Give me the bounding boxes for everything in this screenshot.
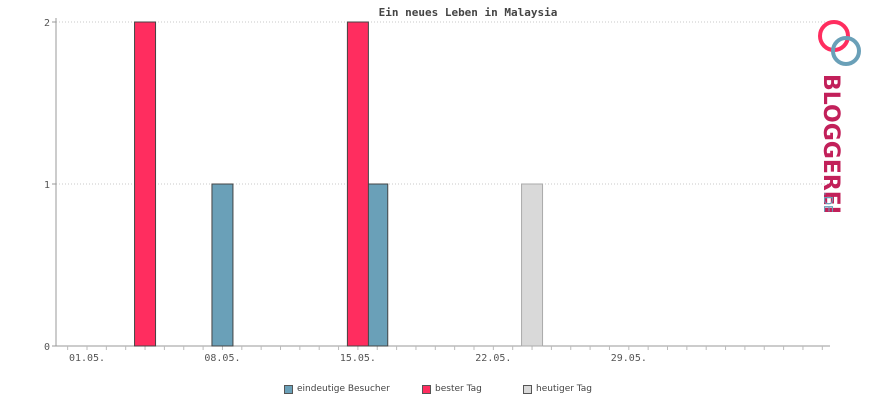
y-tick-label: 0 [44,342,50,353]
legend-label-visitors: eindeutige Besucher [297,384,390,394]
bars [134,21,544,347]
bar [521,183,544,347]
bloggerei-logo: BLOGGEREI .DE [818,19,861,214]
legend-swatch-visitors [284,384,293,394]
bar [211,183,234,347]
bar [366,183,389,347]
x-tick-label: 22.05. [475,353,511,364]
x-tick-label: 08.05. [204,353,240,364]
legend-label-best-day: bester Tag [435,384,482,394]
legend-item-best-day: bester Tag [422,384,482,394]
legend-item-visitors: eindeutige Besucher [284,384,390,394]
chart-title: Ein neues Leben in Malaysia [379,6,558,19]
x-tick-label: 29.05. [611,353,647,364]
bar [134,21,157,347]
logo-suffix: .DE [821,192,835,213]
grid-lines [56,21,830,185]
legend: eindeutige Besucher bester Tag heutiger … [0,384,870,398]
x-tick-label: 01.05. [69,353,105,364]
legend-item-today: heutiger Tag [523,384,592,394]
y-tick-label: 1 [44,180,50,191]
y-tick-label: 2 [44,18,50,29]
tick-labels: 0 1 2 01.05. 08.05. 15.05. 22.05. 29.05. [44,18,647,364]
legend-label-today: heutiger Tag [536,384,593,394]
x-tick-label: 15.05. [340,353,376,364]
bar [346,21,369,347]
legend-swatch-today [523,384,532,394]
logo-text: BLOGGEREI [818,74,843,214]
legend-swatch-best-day [422,384,431,394]
axes [52,18,830,350]
